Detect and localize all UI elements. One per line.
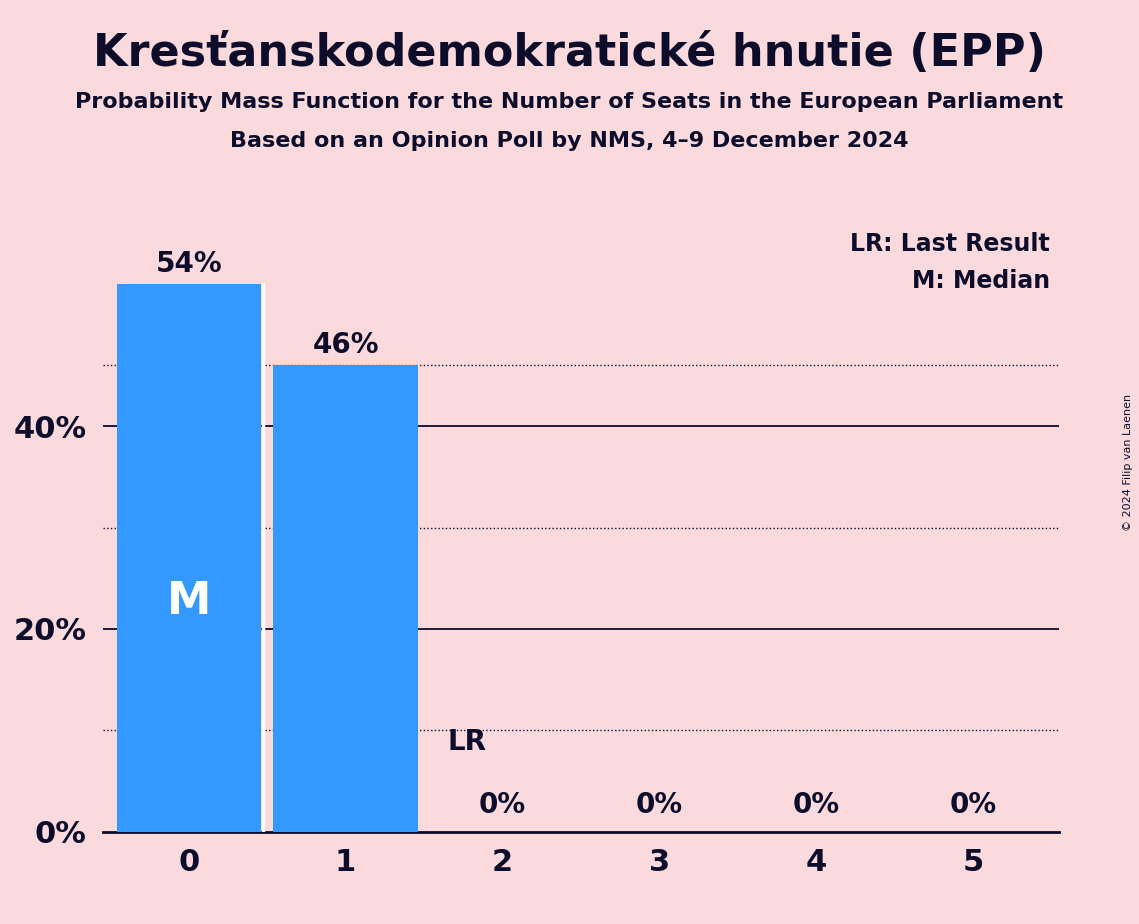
Text: LR: Last Result: LR: Last Result (850, 232, 1050, 256)
Text: Probability Mass Function for the Number of Seats in the European Parliament: Probability Mass Function for the Number… (75, 92, 1064, 113)
Bar (273, 365, 418, 832)
Text: LR: LR (448, 727, 486, 756)
Text: © 2024 Filip van Laenen: © 2024 Filip van Laenen (1123, 394, 1133, 530)
Text: 0%: 0% (793, 792, 839, 820)
Bar (116, 285, 261, 832)
Text: 0%: 0% (950, 792, 997, 820)
Text: 46%: 46% (312, 332, 379, 359)
Text: M: M (166, 580, 211, 624)
Text: Based on an Opinion Poll by NMS, 4–9 December 2024: Based on an Opinion Poll by NMS, 4–9 Dec… (230, 131, 909, 152)
Text: Kresťanskodemokratické hnutie (EPP): Kresťanskodemokratické hnutie (EPP) (93, 32, 1046, 76)
Text: M: Median: M: Median (911, 269, 1050, 293)
Text: 0%: 0% (478, 792, 526, 820)
Text: 54%: 54% (155, 250, 222, 278)
Text: 0%: 0% (636, 792, 683, 820)
